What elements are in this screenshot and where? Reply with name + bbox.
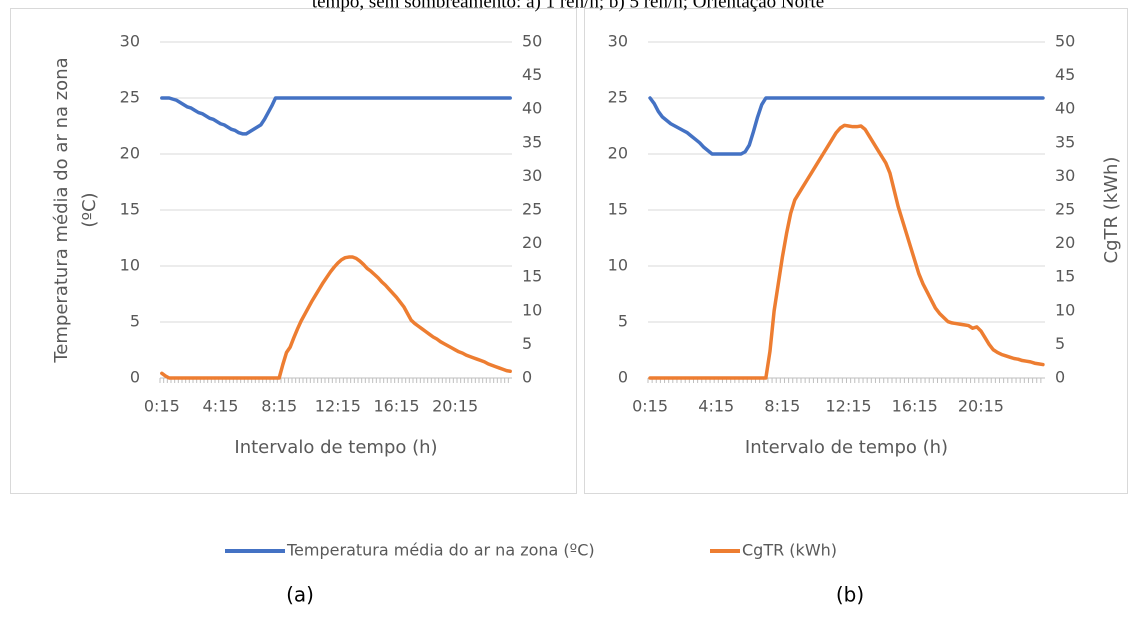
x-tick-label: 16:15 [373,397,419,416]
y-tick-label: 30 [608,32,628,51]
y-tick-label: 15 [120,200,140,219]
x-tick-label: 12:15 [315,397,361,416]
x-tick-label: 20:15 [958,397,1004,416]
y2-tick-label: 20 [1055,233,1075,252]
y2-tick-label: 5 [522,334,532,353]
panel-frame [584,8,1128,494]
y2-tick-label: 25 [1055,200,1075,219]
y-tick-label: 20 [608,144,628,163]
x-tick-label: 16:15 [892,397,938,416]
caption: tempo, sem sombreamento: a) 1 ren/h; b) … [312,0,824,12]
y2-tick-label: 35 [1055,132,1075,151]
y2-tick-label: 45 [1055,65,1075,84]
y2-tick-label: 45 [522,65,542,84]
x-tick-label: 8:15 [261,397,297,416]
y2-tick-label: 10 [1055,300,1075,319]
series-line [648,123,1045,380]
y-tick-label: 30 [120,32,140,51]
x-tick-label: 0:15 [144,397,180,416]
y2-tick-label: 40 [1055,99,1075,118]
x-tick-label: 12:15 [826,397,872,416]
y2-tick-label: 50 [1055,32,1075,51]
y2-tick-label: 0 [522,368,532,387]
x-tick-label: 4:15 [203,397,239,416]
y2-tick-label: 25 [522,200,542,219]
panel-label: (a) [286,583,314,607]
y2-tick-label: 10 [522,300,542,319]
y2-tick-label: 15 [522,267,542,286]
y-axis-title: Temperatura média do ar na zona [51,57,72,363]
x-tick-label: 0:15 [632,397,668,416]
y2-tick-label: 30 [522,166,542,185]
legend-label: Temperatura média do ar na zona (ºC) [286,541,595,560]
y2-tick-label: 0 [1055,368,1065,387]
x-axis-title: Intervalo de tempo (h) [234,437,437,458]
y-tick-label: 0 [618,368,628,387]
series-line [648,96,1045,156]
y2-tick-label: 30 [1055,166,1075,185]
y-tick-label: 5 [618,312,628,331]
y2-tick-label: 15 [1055,267,1075,286]
y2-tick-label: 20 [522,233,542,252]
y-axis-title: (ºC) [79,192,100,227]
legend-label: CgTR (kWh) [742,541,837,560]
x-axis-title: Intervalo de tempo (h) [745,437,948,458]
y-tick-label: 15 [608,200,628,219]
y-tick-label: 0 [130,368,140,387]
series-line [160,96,512,136]
y2-tick-label: 5 [1055,334,1065,353]
y-tick-label: 10 [608,256,628,275]
y-tick-label: 20 [120,144,140,163]
x-tick-label: 8:15 [764,397,800,416]
y-tick-label: 25 [120,88,140,107]
panel-label: (b) [836,583,864,607]
x-tick-label: 20:15 [432,397,478,416]
y2-axis-title: CgTR (kWh) [1101,157,1122,264]
panel-frame [10,8,577,494]
x-tick-label: 4:15 [698,397,734,416]
y-tick-label: 10 [120,256,140,275]
y2-tick-label: 35 [522,132,542,151]
y2-tick-label: 40 [522,99,542,118]
y2-tick-label: 50 [522,32,542,51]
y-tick-label: 5 [130,312,140,331]
series-line [160,255,512,380]
y-tick-label: 25 [608,88,628,107]
